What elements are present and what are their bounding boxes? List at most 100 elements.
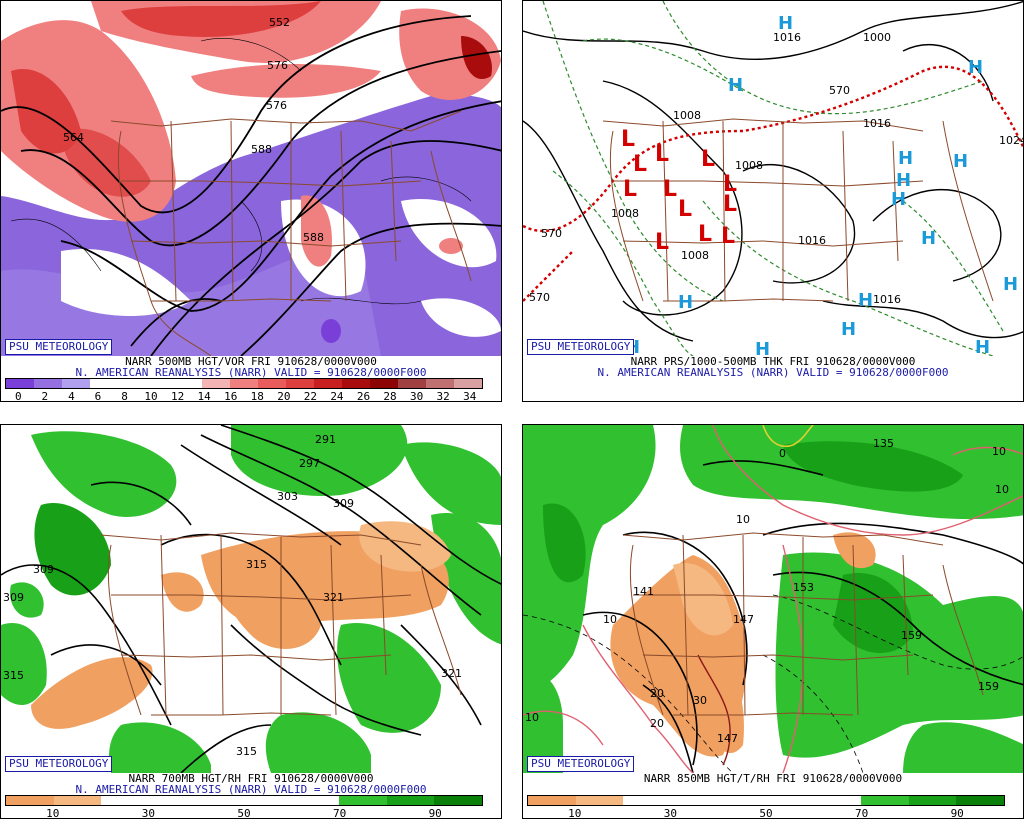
- rh-colorbar: [5, 795, 483, 806]
- contour-label: 564: [63, 131, 84, 144]
- colorbar-swatch: [202, 379, 230, 388]
- colorbar-swatch: [434, 796, 482, 805]
- svg-text:H: H: [1003, 274, 1018, 295]
- brand-label: PSU METEOROLOGY: [527, 339, 635, 355]
- colorbar-swatch: [146, 379, 174, 388]
- colorbar-swatch: [118, 379, 146, 388]
- colorbar-swatch: [426, 379, 454, 388]
- contour-label: 1008: [673, 109, 701, 122]
- colorbar-tick-label: 10: [46, 807, 60, 819]
- colorbar-swatch: [398, 379, 426, 388]
- panel-title: NARR 850MB HGT/T/RH FRI 910628/0000V000: [643, 772, 903, 785]
- colorbar-tick-label: 10: [144, 390, 158, 402]
- colorbar-swatch: [370, 379, 398, 388]
- colorbar-tick-label: 28: [383, 390, 397, 402]
- colorbar-swatch: [148, 796, 197, 805]
- contour-label: 297: [299, 457, 320, 470]
- panel-850mb-temp-rh: 135 141 147 153 159 159 147 0 10 10 10 1…: [522, 424, 1024, 819]
- colorbar-swatch: [101, 796, 149, 805]
- contour-label: 315: [246, 558, 267, 571]
- colorbar-tick-label: 50: [237, 807, 251, 819]
- colorbar-swatch: [670, 796, 719, 805]
- contour-label: 20: [650, 687, 664, 700]
- colorbar-swatch: [765, 796, 814, 805]
- colorbar-tick-label: 26: [356, 390, 371, 402]
- colorbar-swatch: [908, 796, 957, 805]
- contour-label: 570: [829, 84, 850, 97]
- brand-label: PSU METEOROLOGY: [5, 756, 113, 772]
- colorbar-swatch: [62, 379, 90, 388]
- svg-text:L: L: [663, 177, 677, 202]
- contour-label: 0: [779, 447, 786, 460]
- contour-label: 141: [633, 585, 654, 598]
- contour-label: 1024: [999, 134, 1024, 147]
- colorbar-tick-label: 70: [332, 807, 347, 819]
- contour-label: 10: [992, 445, 1006, 458]
- svg-text:H: H: [678, 292, 693, 313]
- colorbar-swatch: [258, 379, 286, 388]
- svg-text:L: L: [621, 127, 635, 152]
- colorbar-tick-label: 30: [141, 807, 156, 819]
- colorbar-swatch: [528, 796, 576, 805]
- panel-subtitle: N. AMERICAN REANALYSIS (NARR) VALID = 91…: [597, 366, 949, 379]
- svg-text:L: L: [633, 152, 647, 177]
- svg-text:H: H: [841, 319, 856, 340]
- svg-text:H: H: [953, 151, 968, 172]
- colorbar-ticks: 0 2 4 6 8 10 12 14 16 18 20 22 24 26 28 30 32 34: [5, 390, 483, 402]
- colorbar-tick-label: 22: [303, 390, 317, 402]
- contour-label: 1008: [681, 249, 709, 262]
- colorbar-swatch: [90, 379, 118, 388]
- colorbar-tick-label: 0: [14, 390, 22, 402]
- colorbar-swatch: [342, 379, 370, 388]
- colorbar-swatch: [314, 379, 342, 388]
- svg-text:L: L: [655, 230, 669, 255]
- colorbar-tick-label: 30: [409, 390, 424, 402]
- contour-label: 10: [525, 711, 539, 724]
- colorbar-tick-label: 10: [568, 807, 582, 819]
- colorbar-swatch: [575, 796, 624, 805]
- contour-label: 1008: [735, 159, 763, 172]
- contour-label: 588: [303, 231, 324, 244]
- colorbar-tick-label: 4: [68, 390, 75, 402]
- svg-text:L: L: [655, 142, 669, 167]
- colorbar-swatch: [196, 796, 244, 805]
- contour-label: 588: [251, 143, 272, 156]
- colorbar-swatch: [6, 796, 54, 805]
- colorbar-tick-label: 70: [854, 807, 869, 819]
- colorbar-swatch: [623, 796, 671, 805]
- colorbar-swatch: [718, 796, 766, 805]
- colorbar-tick-label: 24: [330, 390, 344, 402]
- contour-label: 570: [529, 291, 550, 304]
- contour-label: 159: [901, 629, 922, 642]
- svg-text:L: L: [698, 222, 712, 247]
- contour-label: 315: [236, 745, 257, 758]
- brand-label: PSU METEOROLOGY: [527, 756, 635, 772]
- panel-title: NARR PRS/1000-500MB THK FRI 910628/0000V…: [630, 355, 916, 368]
- svg-text:L: L: [678, 197, 692, 222]
- contour-label: 147: [733, 613, 754, 626]
- colorbar-tick-label: 8: [121, 390, 128, 402]
- contour-label: 576: [266, 99, 287, 112]
- colorbar-swatch: [454, 379, 482, 388]
- contour-label: 576: [267, 59, 288, 72]
- svg-text:H: H: [858, 290, 873, 311]
- contour-label: 10: [736, 513, 750, 526]
- contour-label: 309: [3, 591, 24, 604]
- vorticity-colorbar: [5, 378, 483, 389]
- colorbar-swatch: [174, 379, 202, 388]
- contour-label: 20: [650, 717, 664, 730]
- svg-text:H: H: [898, 148, 913, 169]
- contour-label: 309: [33, 563, 54, 576]
- colorbar-tick-label: 34: [463, 390, 477, 402]
- colorbar-ticks: 10 30 50 70 90: [527, 807, 1005, 819]
- svg-text:L: L: [623, 177, 637, 202]
- rh-colorbar: [527, 795, 1005, 806]
- svg-text:L: L: [701, 147, 715, 172]
- colorbar-tick-label: 32: [436, 390, 450, 402]
- pressure-map: L L L L L L L L L L L L H H H H H H H H …: [523, 1, 1024, 356]
- brand-label: PSU METEOROLOGY: [5, 339, 113, 355]
- contour-label: 10: [603, 613, 617, 626]
- contour-label: 153: [793, 581, 814, 594]
- colorbar-tick-label: 16: [224, 390, 238, 402]
- contour-label: 1016: [873, 293, 901, 306]
